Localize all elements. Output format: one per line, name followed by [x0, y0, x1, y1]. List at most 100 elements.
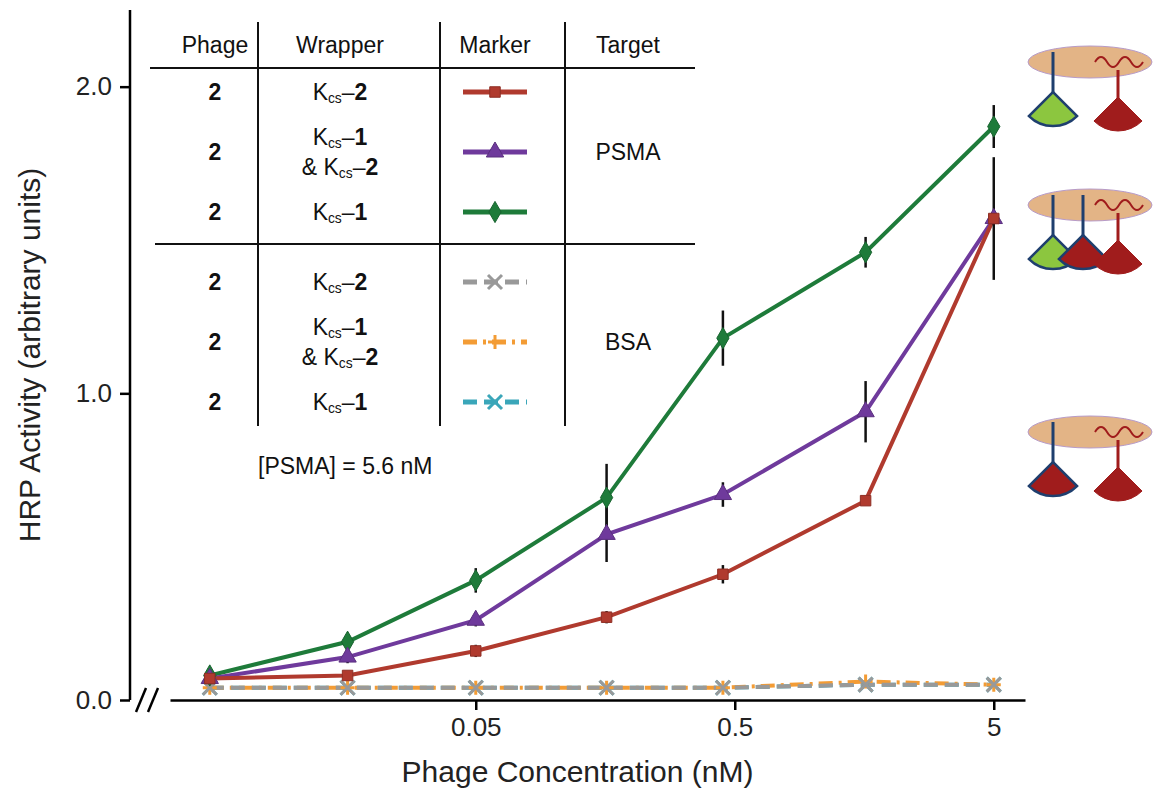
data-point	[205, 673, 215, 683]
y-tick: 1.0	[76, 378, 130, 408]
icon	[1028, 46, 1152, 131]
legend-header: Phage	[182, 32, 249, 58]
legend-marker-symbol	[489, 201, 501, 222]
data-point	[860, 495, 870, 505]
icon-wedge	[1094, 467, 1142, 501]
x-axis-title: Phage Concentration (nM)	[402, 755, 754, 788]
annotation: [PSMA] = 5.6 nM	[258, 453, 433, 479]
data-point	[985, 209, 1002, 224]
y-tick-mark	[120, 699, 130, 702]
x-tick-label: 5	[987, 712, 1001, 742]
icon-cell	[1028, 189, 1152, 221]
data-point	[598, 524, 615, 539]
data-point	[987, 678, 1001, 692]
x-tick-label: 0.05	[451, 712, 502, 742]
icon	[1028, 416, 1152, 501]
x-tick: 5	[987, 700, 1001, 742]
x-tick-label: 0.5	[717, 712, 753, 742]
data-point	[342, 670, 352, 680]
legend-phage: 2	[209, 269, 222, 295]
legend-rule	[564, 22, 566, 426]
legend-phage: 2	[209, 329, 222, 355]
data-point	[716, 681, 730, 695]
y-tick-label: 2.0	[76, 71, 112, 101]
legend-wrapper: Kcs–2	[313, 79, 368, 106]
x-tick-mark	[993, 700, 996, 710]
series-line	[210, 127, 994, 676]
legend-rule	[155, 243, 695, 245]
y-tick-label: 1.0	[76, 378, 112, 408]
x-axis: 0.05 0.5 5	[171, 700, 1026, 742]
data-point	[859, 678, 873, 692]
legend-phage: 2	[209, 79, 222, 105]
data-point	[718, 569, 728, 579]
legend-marker	[463, 275, 527, 289]
legend-marker-symbol	[488, 395, 502, 409]
data-point	[469, 681, 483, 695]
data-point	[600, 681, 614, 695]
x-tick: 0.5	[717, 700, 753, 742]
y-axis-title: HRP Activity (arbitrary units)	[13, 168, 46, 543]
data-point	[341, 681, 355, 695]
legend-rule	[439, 22, 441, 426]
data-point	[341, 681, 355, 695]
series-line	[210, 219, 994, 679]
data-point	[857, 402, 874, 417]
data-point	[201, 669, 218, 684]
y-tick: 2.0	[76, 71, 130, 101]
legend-marker-symbol	[488, 275, 502, 289]
axis-break	[136, 688, 158, 712]
legend-phage: 2	[209, 139, 222, 165]
legend-wrapper: Kcs–1	[313, 389, 368, 416]
legend-phage: 2	[209, 389, 222, 415]
data-point	[600, 681, 614, 695]
legend-header: Target	[596, 32, 661, 58]
chart: 0.0 1.0 2.0 0.05 0.5 5 Phage Concentration (nM…	[0, 0, 1159, 802]
x-tick-mark	[734, 700, 737, 710]
icon-wedge	[1094, 97, 1142, 131]
legend-marker-symbol	[490, 87, 500, 97]
legend-header: Marker	[459, 32, 531, 58]
x-axis-line	[171, 699, 1026, 702]
legend: PhageWrapperMarkerTarget2Kcs–22Kcs–1& Kc…	[150, 22, 695, 479]
icon-cell	[1028, 416, 1152, 448]
icon-dna	[1095, 57, 1143, 67]
axis-break-mark	[148, 688, 158, 712]
data-point	[714, 485, 731, 500]
data-point	[467, 610, 484, 625]
legend-target: BSA	[605, 329, 652, 355]
icon-dna	[1095, 200, 1143, 210]
data-point	[341, 681, 355, 695]
y-tick: 0.0	[76, 685, 130, 715]
data-point	[471, 646, 481, 656]
legend-wrapper: Kcs–1& Kcs–2	[302, 314, 378, 371]
data-point	[339, 647, 356, 662]
icon-wedge	[1029, 92, 1077, 126]
x-tick-mark	[475, 700, 478, 710]
axis-break-mark	[136, 688, 146, 712]
data-point	[717, 328, 729, 349]
y-tick-mark	[120, 86, 130, 89]
legend-marker	[463, 201, 527, 222]
legend-marker	[463, 142, 527, 157]
data-point	[988, 116, 1000, 137]
legend-marker	[463, 395, 527, 409]
legend-marker-symbol	[488, 335, 502, 349]
y-axis-line	[129, 10, 132, 700]
icon-cell	[1028, 46, 1152, 78]
data-point	[600, 487, 612, 508]
legend-wrapper: Kcs–1& Kcs–2	[302, 124, 378, 181]
series-line	[210, 219, 994, 679]
icon	[1028, 189, 1152, 274]
plot-area	[201, 105, 1002, 695]
legend-marker-symbol	[486, 142, 503, 157]
icons	[1028, 46, 1152, 501]
legend-phage: 2	[209, 199, 222, 225]
data-point	[987, 678, 1001, 692]
x-tick: 0.05	[451, 700, 502, 742]
legend-rule	[150, 67, 695, 69]
legend-rule	[257, 22, 259, 426]
legend-marker	[463, 335, 527, 349]
icon-dna	[1095, 427, 1143, 437]
y-tick-mark	[120, 393, 130, 396]
